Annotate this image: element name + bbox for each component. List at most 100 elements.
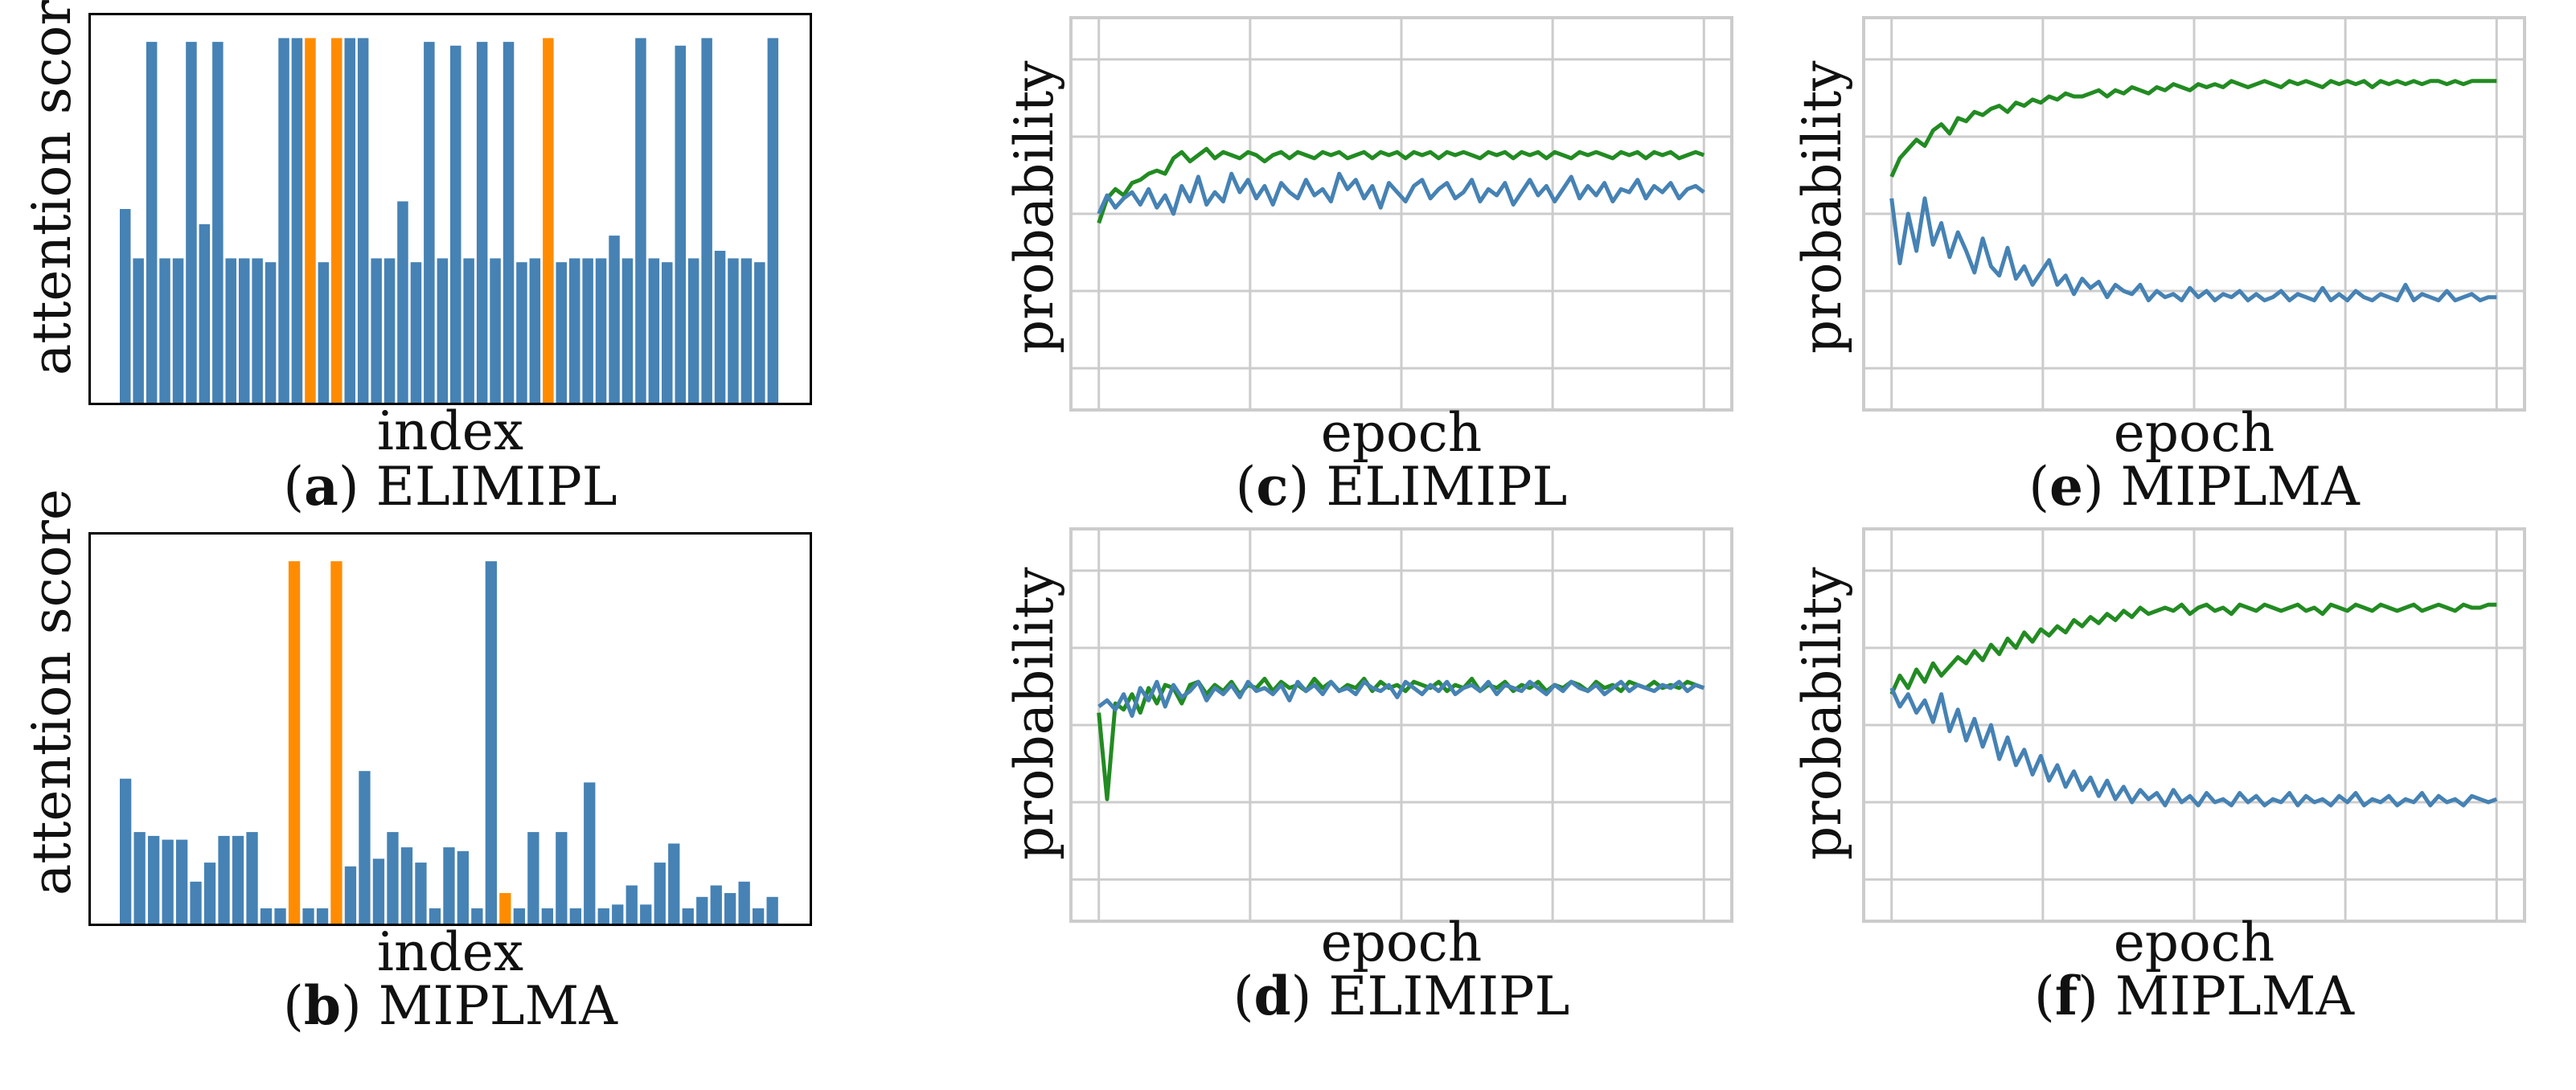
- bar: [424, 42, 435, 403]
- x-axis-label: index: [376, 921, 524, 983]
- series-line-green: [1889, 602, 2497, 695]
- bar: [529, 258, 541, 403]
- caption-letter: b: [303, 974, 342, 1037]
- bar: [556, 262, 567, 403]
- caption-f: (f) MIPLMA: [2033, 965, 2355, 1027]
- bar: [186, 42, 197, 403]
- plot-frame: [1862, 527, 2526, 923]
- bar: [682, 908, 694, 924]
- caption-letter: e: [2049, 455, 2083, 518]
- series-line-blue: [1097, 171, 1705, 216]
- bar: [527, 832, 539, 924]
- bar: [415, 863, 427, 924]
- caption-method: ELIMIPL: [1326, 456, 1568, 518]
- bar: [429, 908, 441, 924]
- bar: [371, 258, 382, 403]
- bar: [668, 843, 680, 924]
- plot-frame: [1069, 527, 1733, 923]
- series-line-green: [1097, 146, 1705, 224]
- bar: [302, 908, 314, 924]
- series-line-blue: [1889, 686, 2498, 808]
- bar: [252, 258, 263, 403]
- bar: [120, 209, 131, 403]
- y-axis-label: probability: [1003, 60, 1065, 354]
- bar: [400, 847, 413, 924]
- caption-method: MIPLMA: [2120, 456, 2360, 518]
- bar: [502, 42, 515, 403]
- caption-b: (b) MIPLMA: [283, 974, 617, 1037]
- bar: [410, 262, 422, 403]
- caption-c: (c) ELIMIPL: [1235, 455, 1568, 518]
- line-chart-e: [1865, 19, 2523, 408]
- bar: [740, 258, 753, 403]
- bar: [278, 38, 289, 404]
- bar-highlight: [288, 561, 301, 924]
- bar: [316, 908, 329, 924]
- bar: [359, 771, 371, 924]
- y-axis-label: probability: [1791, 60, 1853, 354]
- line-chart-f: [1865, 531, 2523, 920]
- bar: [120, 778, 132, 924]
- bar: [595, 258, 607, 403]
- bar: [265, 262, 277, 403]
- bar: [556, 832, 568, 924]
- x-axis-label: epoch: [1320, 912, 1483, 973]
- y-axis-label: attention score: [21, 489, 83, 895]
- bar: [437, 258, 449, 403]
- caption-method: MIPLMA: [2115, 965, 2355, 1027]
- bar: [291, 38, 303, 404]
- bar: [675, 45, 686, 404]
- bar: [133, 832, 146, 924]
- bar: [225, 258, 236, 403]
- bar-chart-a: [120, 38, 779, 404]
- bar: [584, 782, 596, 924]
- x-axis-label: epoch: [1320, 402, 1483, 464]
- bar: [582, 258, 593, 403]
- bar: [146, 42, 158, 403]
- x-axis-label: index: [376, 400, 524, 462]
- bar: [384, 258, 396, 403]
- bar: [569, 908, 581, 924]
- bar: [397, 201, 408, 403]
- bar-highlight: [330, 561, 343, 924]
- bar: [387, 832, 399, 924]
- bar: [766, 896, 778, 924]
- bar: [753, 908, 765, 924]
- bar: [199, 223, 211, 403]
- bar: [232, 835, 244, 924]
- bar: [701, 38, 712, 404]
- bar: [597, 908, 609, 924]
- series-line-blue: [1889, 196, 2497, 303]
- plot-frame: [88, 532, 812, 926]
- bar: [687, 258, 699, 403]
- caption-letter: d: [1253, 965, 1291, 1027]
- caption-method: MIPLMA: [378, 975, 617, 1037]
- bar: [159, 258, 170, 403]
- bar: [443, 847, 455, 924]
- bar: [541, 908, 553, 924]
- plot-frame: [1862, 16, 2526, 412]
- bar: [463, 258, 474, 403]
- caption-a: (a) ELIMIPL: [283, 455, 617, 518]
- bar: [516, 262, 527, 403]
- bar: [176, 839, 188, 924]
- caption-letter: a: [304, 455, 338, 518]
- caption-method: ELIMIPL: [1328, 965, 1570, 1027]
- y-axis-label: probability: [1003, 567, 1065, 860]
- plot-frame: [1069, 16, 1733, 412]
- bar: [246, 832, 258, 924]
- bar: [569, 258, 580, 403]
- bar: [450, 45, 461, 404]
- bar: [714, 251, 726, 403]
- bar: [476, 42, 488, 403]
- bar: [626, 885, 638, 924]
- x-axis-label: epoch: [2113, 912, 2275, 973]
- bar: [372, 858, 385, 924]
- bar: [513, 908, 525, 924]
- bar: [344, 38, 355, 404]
- bar: [133, 258, 144, 403]
- bar: [754, 262, 765, 403]
- bar-highlight: [543, 38, 554, 404]
- bar: [635, 38, 646, 404]
- caption-d: (d) ELIMIPL: [1233, 965, 1570, 1027]
